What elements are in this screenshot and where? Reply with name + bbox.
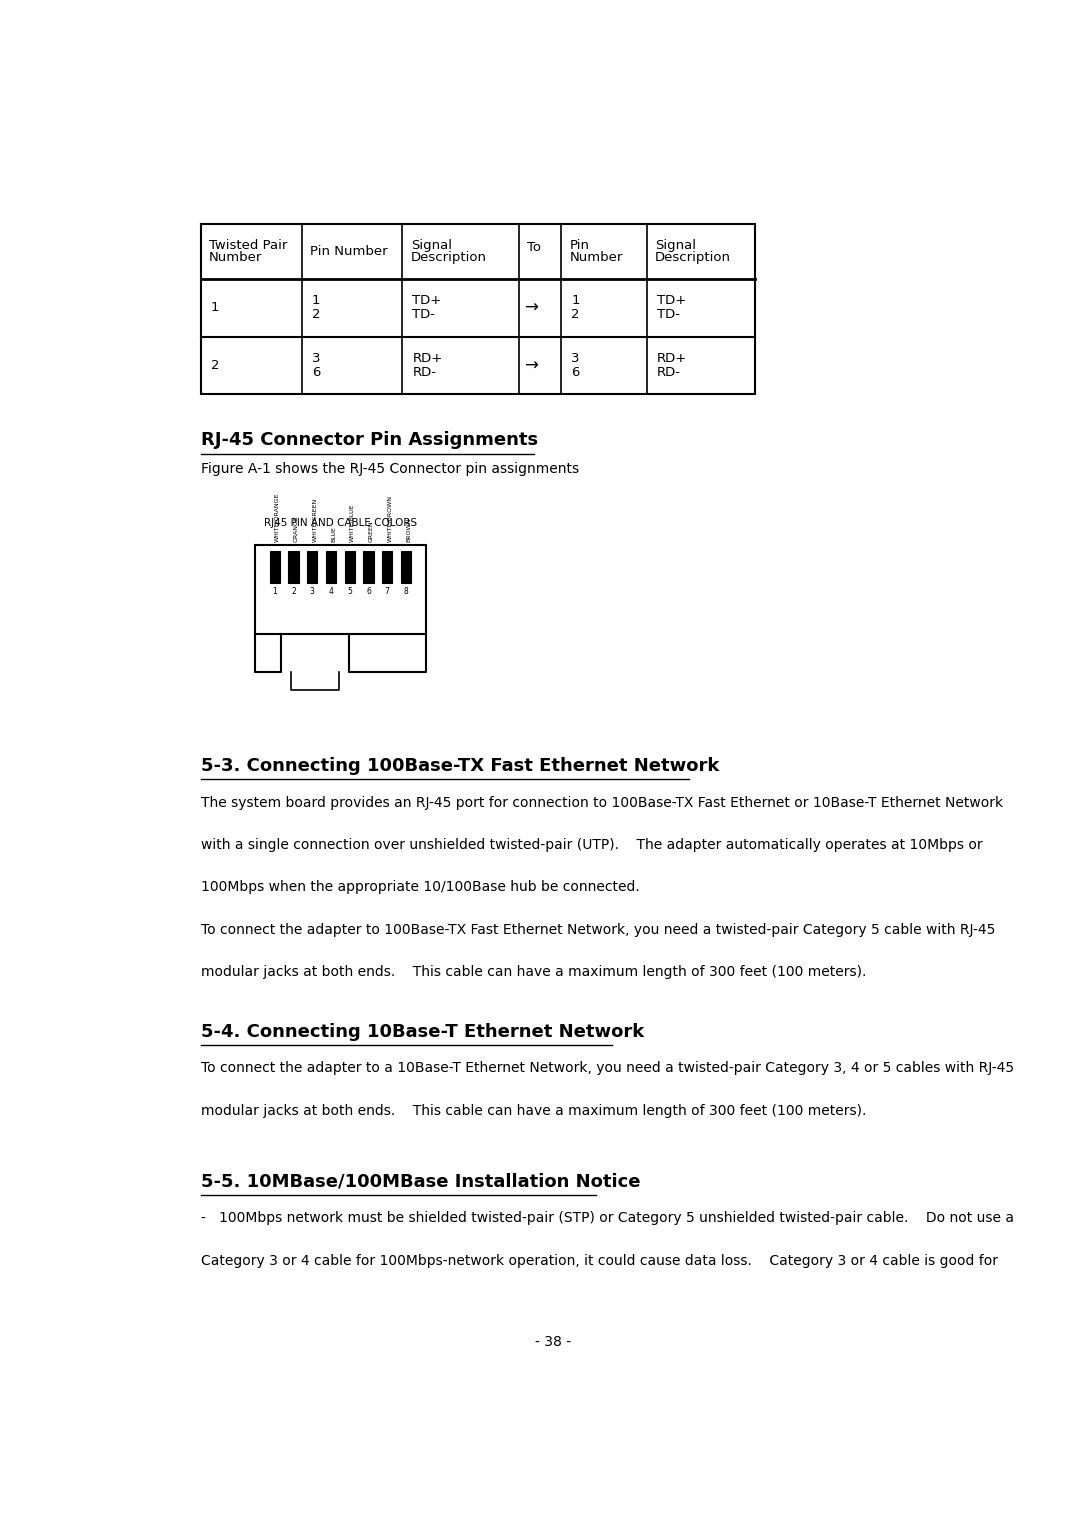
Text: To: To (527, 242, 541, 254)
Text: modular jacks at both ends.    This cable can have a maximum length of 300 feet : modular jacks at both ends. This cable c… (201, 965, 866, 979)
Text: 5-4. Connecting 10Base-T Ethernet Network: 5-4. Connecting 10Base-T Ethernet Networ… (201, 1023, 644, 1041)
Text: - 38 -: - 38 - (536, 1335, 571, 1349)
Text: Description: Description (410, 251, 487, 263)
Text: Figure A-1 shows the RJ-45 Connector pin assignments: Figure A-1 shows the RJ-45 Connector pin… (201, 462, 579, 476)
Bar (255, 546, 426, 635)
Text: 1: 1 (272, 587, 278, 596)
Text: 1: 1 (211, 301, 219, 315)
Text: To connect the adapter to a 10Base-T Ethernet Network, you need a twisted-pair C: To connect the adapter to a 10Base-T Eth… (201, 1061, 1014, 1075)
Bar (345, 552, 355, 583)
Text: 4: 4 (328, 587, 334, 596)
Text: Signal: Signal (410, 239, 451, 252)
Text: RD+: RD+ (413, 352, 443, 365)
Text: Pin Number: Pin Number (310, 245, 388, 258)
Text: TD-: TD- (657, 309, 679, 321)
Text: Pin: Pin (569, 239, 590, 252)
Text: TD+: TD+ (657, 294, 686, 307)
Text: WHITE/GREEN: WHITE/GREEN (312, 497, 318, 541)
Bar (307, 552, 318, 583)
Text: To connect the adapter to 100Base-TX Fast Ethernet Network, you need a twisted-p: To connect the adapter to 100Base-TX Fas… (201, 922, 996, 937)
Text: Number: Number (210, 251, 262, 263)
Text: BROWN: BROWN (406, 517, 411, 541)
Text: WHITE/BROWN: WHITE/BROWN (388, 495, 392, 541)
Text: WHITE/ORANGE: WHITE/ORANGE (274, 492, 280, 541)
Text: BLUE: BLUE (330, 526, 336, 541)
Text: RJ-45 Connector Pin Assignments: RJ-45 Connector Pin Assignments (201, 431, 538, 450)
Text: 8: 8 (404, 587, 408, 596)
Text: RD-: RD- (413, 365, 436, 379)
Text: The system board provides an RJ-45 port for connection to 100Base-TX Fast Ethern: The system board provides an RJ-45 port … (201, 795, 1003, 810)
Bar (326, 552, 336, 583)
Text: →: → (524, 298, 538, 317)
Bar (270, 552, 280, 583)
Text: Category 3 or 4 cable for 100Mbps-network operation, it could cause data loss.  : Category 3 or 4 cable for 100Mbps-networ… (201, 1254, 998, 1268)
Text: 1: 1 (571, 294, 580, 307)
Text: →: → (524, 356, 538, 375)
Text: 3: 3 (312, 352, 320, 365)
Bar (401, 552, 411, 583)
Text: 2: 2 (292, 587, 296, 596)
Text: 2: 2 (312, 309, 320, 321)
Text: 3: 3 (571, 352, 580, 365)
Text: WHITE/BLUE: WHITE/BLUE (350, 503, 354, 541)
Text: Description: Description (654, 251, 731, 263)
Text: 2: 2 (211, 359, 219, 372)
Text: Signal: Signal (654, 239, 696, 252)
Text: 2: 2 (571, 309, 580, 321)
Text: 3: 3 (310, 587, 314, 596)
Text: 100Mbps when the appropriate 10/100Base hub be connected.: 100Mbps when the appropriate 10/100Base … (201, 881, 639, 894)
Text: 6: 6 (312, 365, 320, 379)
Bar (201, 223, 755, 394)
Text: 5: 5 (348, 587, 352, 596)
Text: with a single connection over unshielded twisted-pair (UTP).    The adapter auto: with a single connection over unshielded… (201, 838, 983, 852)
Bar (363, 552, 374, 583)
Text: 5-5. 10MBase/100MBase Installation Notice: 5-5. 10MBase/100MBase Installation Notic… (201, 1173, 640, 1191)
Text: -   100Mbps network must be shielded twisted-pair (STP) or Category 5 unshielded: - 100Mbps network must be shielded twist… (201, 1211, 1014, 1225)
Text: RD+: RD+ (657, 352, 687, 365)
Text: 6: 6 (366, 587, 370, 596)
Text: 1: 1 (312, 294, 320, 307)
Text: 5-3. Connecting 100Base-TX Fast Ethernet Network: 5-3. Connecting 100Base-TX Fast Ethernet… (201, 757, 719, 775)
Bar (382, 552, 392, 583)
Text: modular jacks at both ends.    This cable can have a maximum length of 300 feet : modular jacks at both ends. This cable c… (201, 1104, 866, 1118)
Text: GREEN: GREEN (368, 520, 374, 541)
Text: Twisted Pair: Twisted Pair (210, 239, 287, 252)
Text: 6: 6 (571, 365, 580, 379)
Text: TD-: TD- (413, 309, 435, 321)
Text: 7: 7 (384, 587, 390, 596)
Bar (288, 552, 299, 583)
Text: ORANGE: ORANGE (294, 515, 298, 541)
Text: Number: Number (569, 251, 623, 263)
Text: TD+: TD+ (413, 294, 442, 307)
Text: RJ45 PIN AND CABLE COLORS: RJ45 PIN AND CABLE COLORS (264, 518, 417, 529)
Text: RD-: RD- (657, 365, 680, 379)
